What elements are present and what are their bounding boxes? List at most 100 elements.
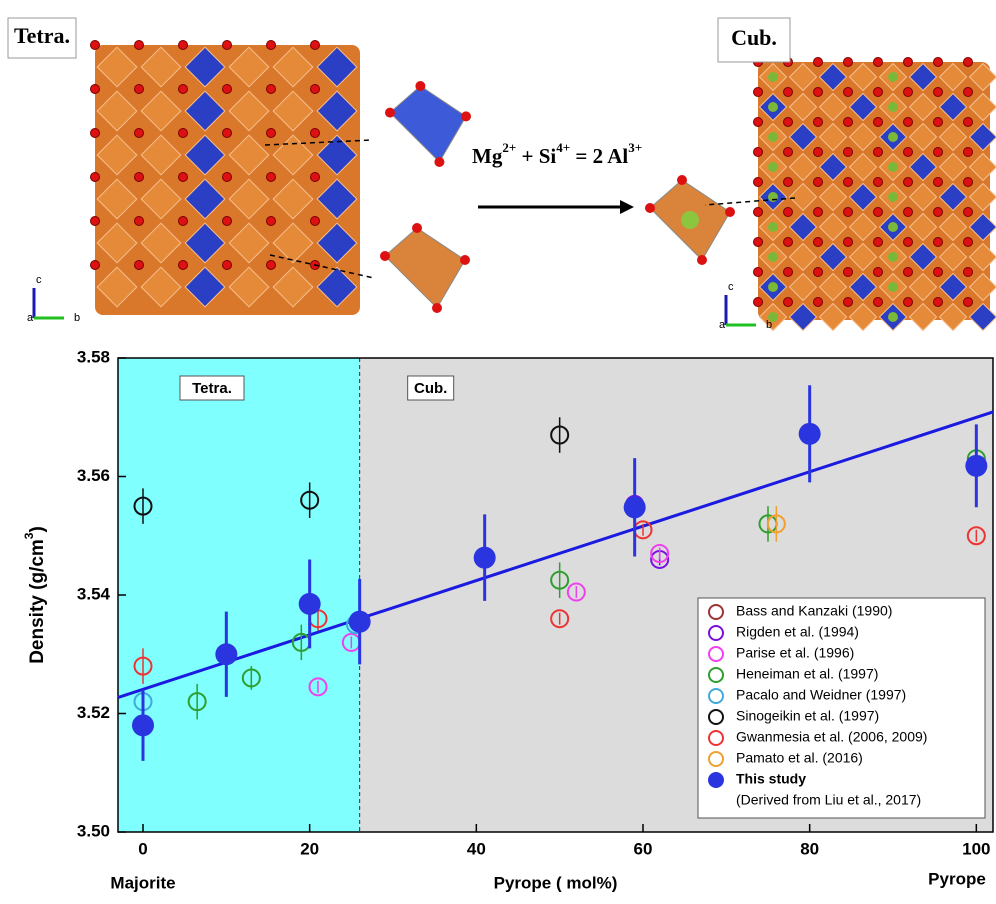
- atom-al: [768, 282, 778, 292]
- atom-o: [844, 178, 853, 187]
- atom-o: [844, 118, 853, 127]
- atom-o: [91, 217, 100, 226]
- region: [118, 358, 360, 832]
- atom-o: [904, 178, 913, 187]
- data-point: [215, 643, 237, 665]
- atom-o: [814, 178, 823, 187]
- x-tick-label: 80: [800, 839, 819, 858]
- x-axis-label: Pyrope ( mol%): [494, 873, 618, 892]
- atom-o: [754, 268, 763, 277]
- atom-o: [964, 238, 973, 247]
- eq-part: + Si: [516, 144, 556, 168]
- atom-al: [768, 162, 778, 172]
- eq-part: = 2 Al: [570, 144, 628, 168]
- atom-o: [725, 207, 735, 217]
- atom-o: [223, 217, 232, 226]
- legend-label: Heneiman et al. (1997): [736, 666, 878, 682]
- atom-o: [267, 261, 276, 270]
- x-tick-label: 60: [634, 839, 653, 858]
- legend-label: This study: [736, 771, 806, 787]
- atom-o: [461, 111, 471, 121]
- atom-o: [91, 129, 100, 138]
- data-point: [299, 593, 321, 615]
- atom-o: [385, 108, 395, 118]
- atom-o: [311, 85, 320, 94]
- y-label-text: Density (g/cm: [27, 539, 48, 664]
- legend-label: Pamato et al. (2016): [736, 750, 863, 766]
- atom-al: [768, 222, 778, 232]
- atom-o: [934, 88, 943, 97]
- atom-o: [432, 303, 442, 313]
- y-tick-label: 3.56: [77, 466, 110, 485]
- atom-o: [311, 173, 320, 182]
- atom-o: [754, 208, 763, 217]
- atom-al: [768, 252, 778, 262]
- atom-o: [904, 148, 913, 157]
- equation: Mg2+ + Si4+ = 2 Al3+: [472, 140, 642, 168]
- atom-o: [784, 118, 793, 127]
- atom-o: [874, 298, 883, 307]
- atom-o: [934, 148, 943, 157]
- atom-o: [904, 298, 913, 307]
- atom-al: [768, 132, 778, 142]
- eq-sup: 4+: [556, 140, 570, 155]
- atom-o: [814, 88, 823, 97]
- y-label-end: ): [27, 526, 48, 532]
- region-label: Tetra.: [192, 380, 232, 397]
- atom-o: [964, 298, 973, 307]
- polyhedron: [385, 228, 465, 308]
- atom-o: [874, 178, 883, 187]
- x-right-label: Pyrope: [928, 869, 986, 888]
- atom-o: [814, 268, 823, 277]
- atom-o: [91, 85, 100, 94]
- figure: cbacba Tetra. Cub. Mg2+ + Si4+ = 2 Al3+ …: [0, 0, 996, 899]
- atom-o: [814, 298, 823, 307]
- atom-o: [223, 261, 232, 270]
- atom-o: [934, 268, 943, 277]
- atom-al: [888, 162, 898, 172]
- atom-al: [888, 132, 898, 142]
- atom-o: [311, 129, 320, 138]
- data-point: [349, 611, 371, 633]
- atom-o: [223, 129, 232, 138]
- legend-label: Gwanmesia et al. (2006, 2009): [736, 729, 927, 745]
- atom-o: [135, 217, 144, 226]
- atom-o: [934, 118, 943, 127]
- atom-o: [814, 208, 823, 217]
- atom-o: [460, 255, 470, 265]
- data-point: [624, 496, 646, 518]
- atom-o: [784, 148, 793, 157]
- y-tick-label: 3.52: [77, 703, 110, 722]
- legend-label: Rigden et al. (1994): [736, 624, 859, 640]
- atom-o: [934, 178, 943, 187]
- y-axis-label: Density (g/cm3): [22, 526, 48, 664]
- atom-o: [179, 85, 188, 94]
- x-tick-label: 20: [300, 839, 319, 858]
- atom-o: [934, 58, 943, 67]
- atom-o: [964, 268, 973, 277]
- atom-o: [934, 208, 943, 217]
- atom-o: [874, 268, 883, 277]
- legend-label: Bass and Kanzaki (1990): [736, 603, 892, 619]
- atom-al: [768, 192, 778, 202]
- atom-o: [964, 88, 973, 97]
- atom-o: [91, 173, 100, 182]
- atom-o: [179, 261, 188, 270]
- axis-letter: b: [74, 312, 80, 324]
- atom-o: [934, 238, 943, 247]
- legend-label: Parise et al. (1996): [736, 645, 854, 661]
- y-tick-label: 3.54: [77, 584, 111, 603]
- atom-o: [784, 268, 793, 277]
- atom-o: [844, 298, 853, 307]
- legend-marker: [708, 772, 724, 788]
- atom-o: [784, 178, 793, 187]
- atom-o: [223, 41, 232, 50]
- atom-o: [677, 175, 687, 185]
- eq-sup: 2+: [502, 140, 516, 155]
- atom-o: [874, 88, 883, 97]
- atom-o: [267, 129, 276, 138]
- atom-o: [267, 41, 276, 50]
- atom-o: [784, 238, 793, 247]
- atom-o: [964, 148, 973, 157]
